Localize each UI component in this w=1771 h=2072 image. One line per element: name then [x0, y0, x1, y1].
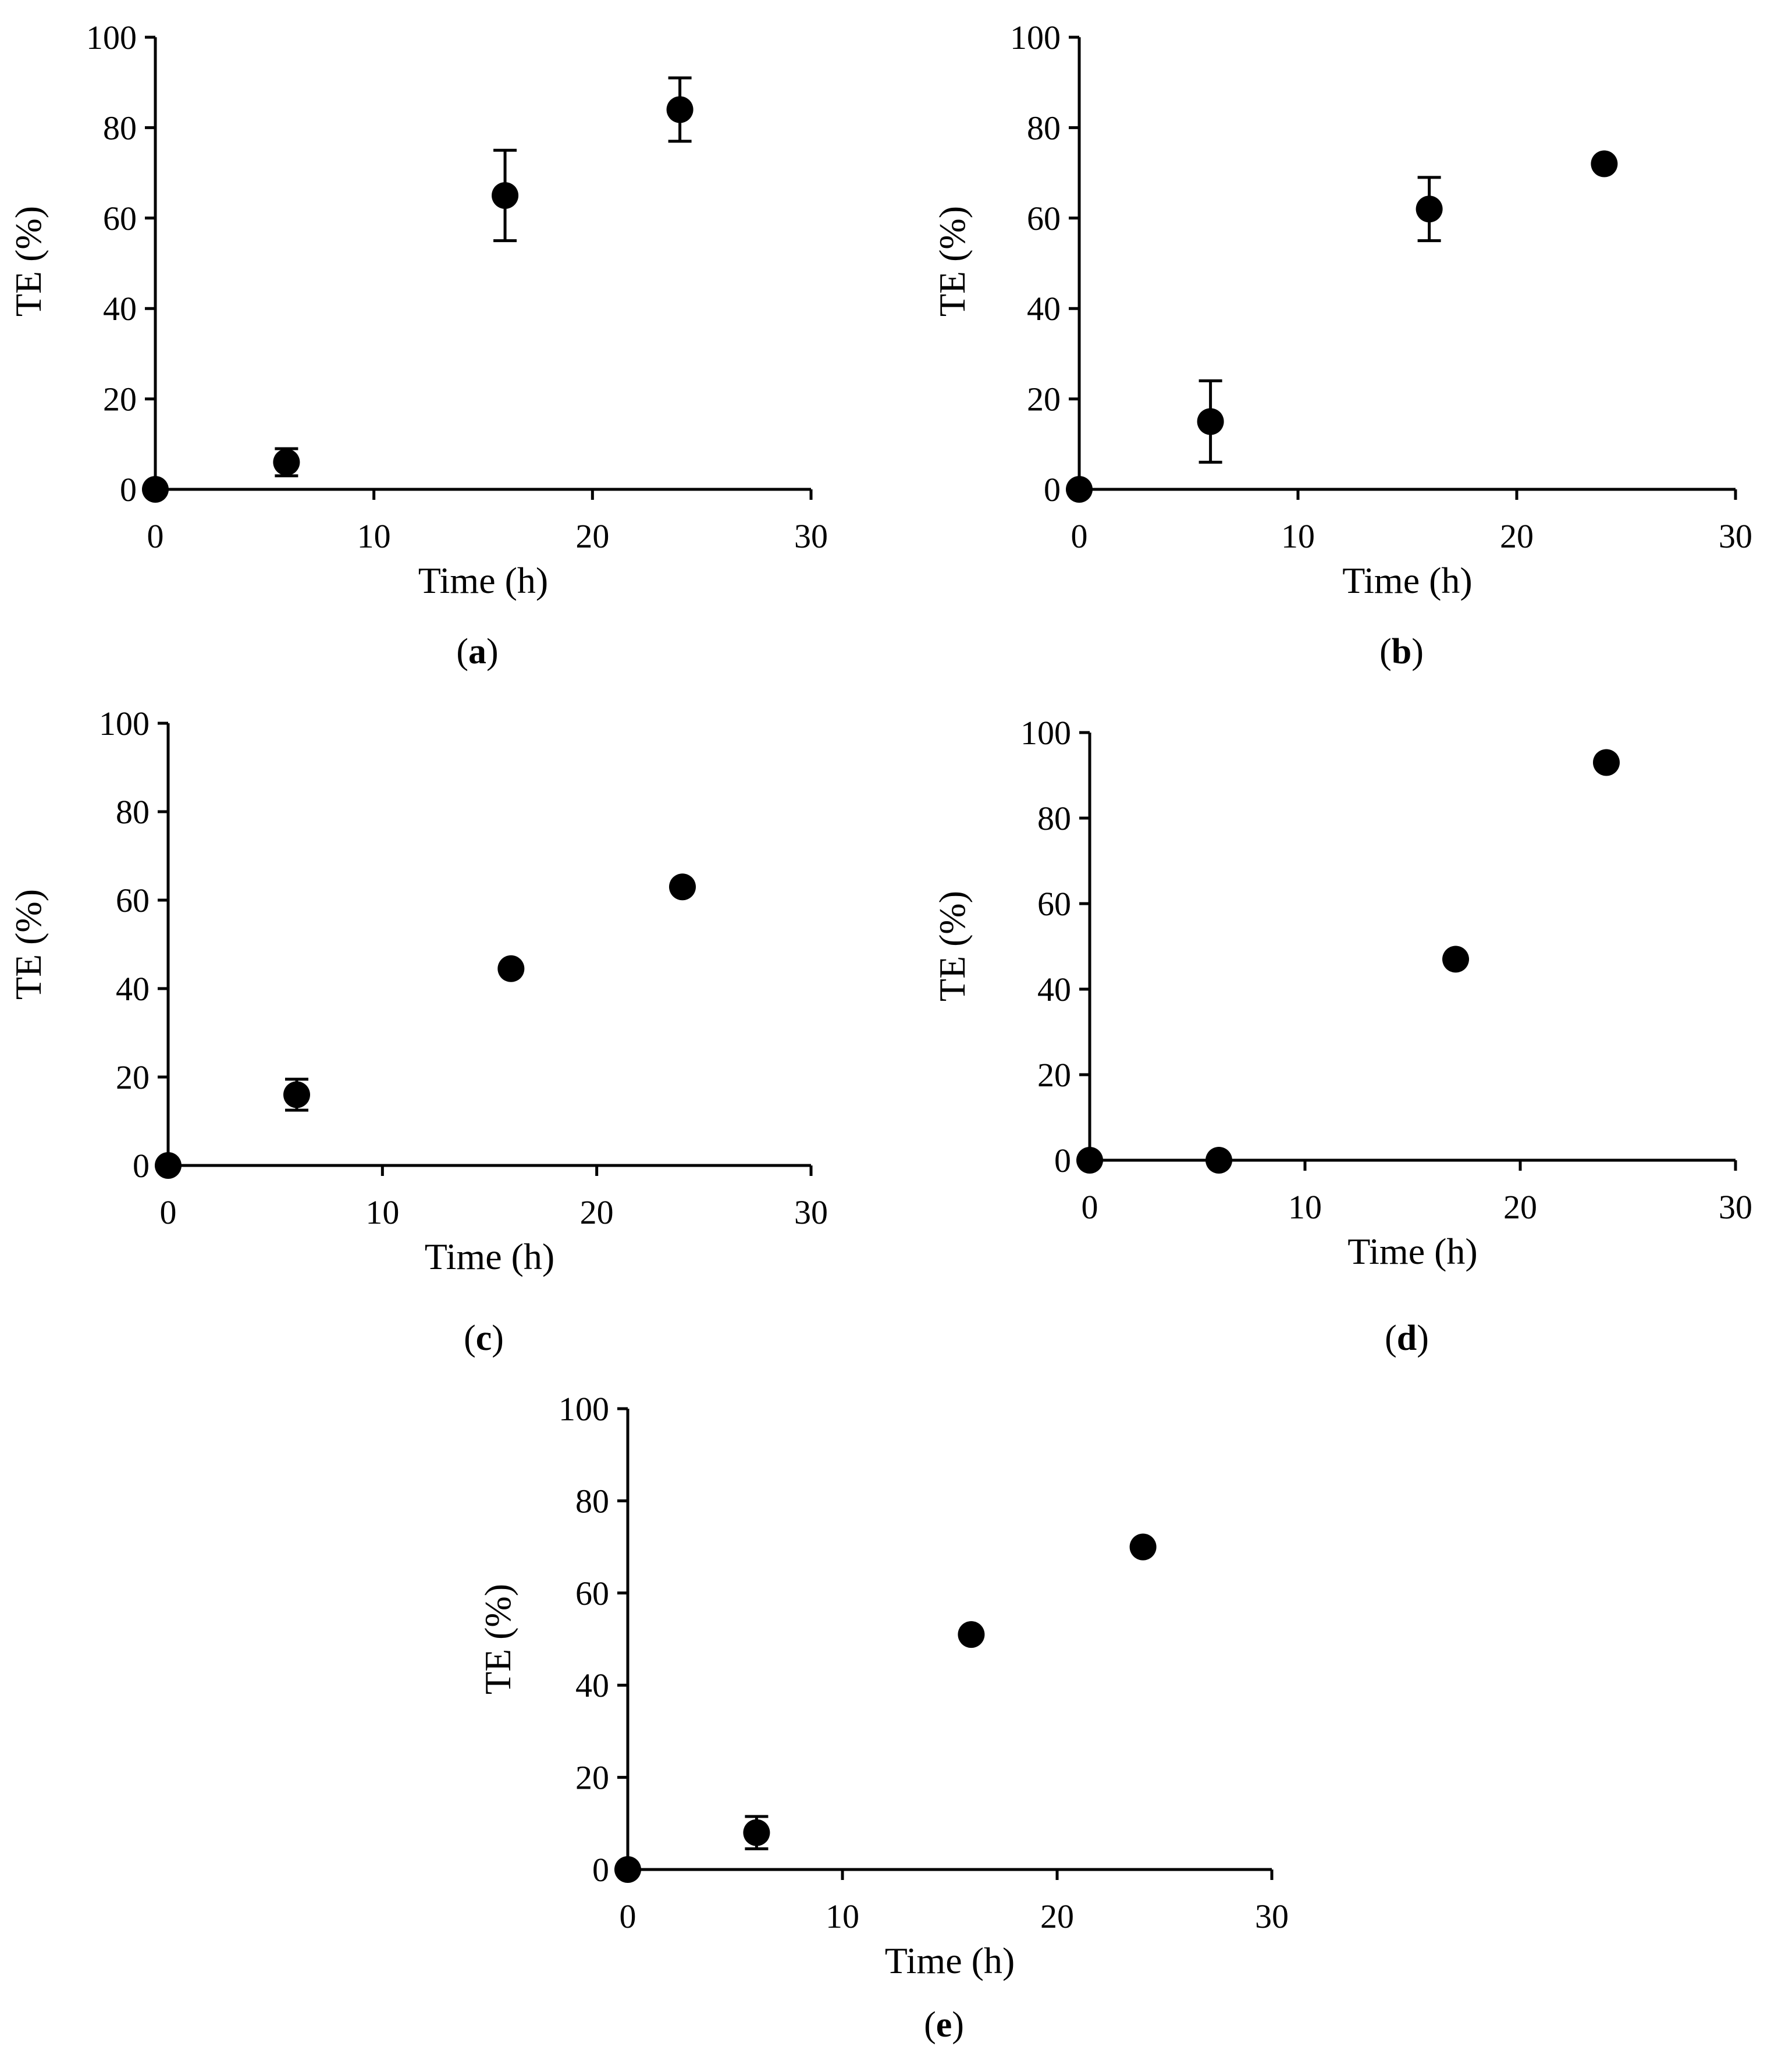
y-tick-label: 100: [86, 19, 137, 56]
panel-label: (d): [1385, 1318, 1429, 1358]
chart-panel-b: 0 20 40 60 80 100 0 10 20 30 Time (h) TE (%) (b): [931, 19, 1752, 671]
y-tick-label: 80: [1027, 109, 1061, 147]
y-tick-label: 20: [116, 1058, 150, 1096]
x-axis-label: Time (h): [425, 1236, 554, 1277]
x-tick-label: 30: [1719, 517, 1752, 555]
y-axis-label: TE (%): [477, 1584, 518, 1694]
x-tick-label: 10: [365, 1193, 399, 1231]
y-tick-label: 0: [592, 1851, 609, 1889]
y-tick-label: 0: [1054, 1142, 1071, 1179]
y-tick-label: 40: [103, 290, 137, 328]
y-tick-label: 80: [1037, 799, 1071, 837]
data-point: [1066, 476, 1093, 503]
y-tick-label: 60: [103, 200, 137, 237]
x-tick-label: 0: [160, 1193, 177, 1231]
chart-panel-a: 0 20 40 60 80 100 0 10 20 30 Time (h) TE (%) (a): [8, 19, 828, 671]
panel-label: (c): [464, 1318, 504, 1358]
data-point: [1129, 1533, 1157, 1561]
x-tick-label: 30: [1255, 1897, 1289, 1935]
panel-label: (e): [924, 2005, 964, 2045]
data-point: [666, 96, 694, 123]
data-point: [142, 476, 169, 503]
x-tick-label: 10: [1288, 1188, 1322, 1226]
y-tick-label: 60: [116, 882, 150, 919]
data-point: [283, 1081, 310, 1108]
data-point: [1593, 749, 1620, 776]
panel-label: (a): [456, 632, 498, 671]
data-point: [497, 955, 525, 982]
data-point: [155, 1152, 182, 1179]
y-tick-label: 40: [1027, 290, 1061, 328]
x-tick-label: 20: [1503, 1188, 1537, 1226]
y-tick-label: 60: [1037, 885, 1071, 923]
data-point: [669, 873, 696, 901]
data-point: [1205, 1147, 1232, 1174]
x-tick-label: 10: [357, 517, 391, 555]
x-tick-label: 30: [794, 1193, 828, 1231]
x-tick-label: 0: [147, 517, 164, 555]
y-tick-label: 100: [99, 705, 150, 742]
y-tick-label: 100: [1010, 19, 1061, 56]
chart-panel-d: 0 20 40 60 80 100 0 10 20 30 Time (h) TE (%) (d): [931, 714, 1752, 1358]
data-point: [743, 1819, 770, 1846]
y-axis-label: TE (%): [931, 891, 973, 1001]
y-tick-label: 40: [1037, 971, 1071, 1008]
data-point: [1442, 946, 1469, 973]
x-tick-label: 20: [1500, 517, 1534, 555]
y-tick-label: 40: [575, 1666, 609, 1704]
y-tick-label: 20: [103, 381, 137, 418]
x-tick-label: 20: [1040, 1897, 1074, 1935]
data-point: [273, 449, 300, 476]
y-axis-label: TE (%): [8, 206, 49, 317]
y-tick-label: 80: [575, 1482, 609, 1520]
y-tick-label: 20: [1037, 1056, 1071, 1094]
x-tick-label: 0: [1071, 517, 1088, 555]
panel-label: (b): [1379, 632, 1424, 671]
data-point: [1197, 408, 1224, 435]
y-tick-label: 20: [575, 1759, 609, 1797]
chart-panel-c: 0 20 40 60 80 100 0 10 20 30 Time (h) TE (%) (c): [8, 705, 828, 1358]
y-tick-label: 60: [1027, 200, 1061, 237]
x-tick-label: 0: [1082, 1188, 1098, 1226]
y-tick-label: 20: [1027, 381, 1061, 418]
x-tick-label: 10: [826, 1897, 859, 1935]
data-point: [958, 1621, 985, 1648]
y-axis-label: TE (%): [931, 206, 973, 317]
y-tick-label: 100: [1020, 714, 1071, 752]
data-point: [1591, 150, 1618, 177]
x-axis-label: Time (h): [1347, 1231, 1477, 1272]
data-point: [1416, 196, 1443, 223]
x-axis-label: Time (h): [1342, 560, 1472, 601]
x-tick-label: 30: [794, 517, 828, 555]
y-tick-label: 0: [1044, 471, 1061, 509]
y-tick-label: 40: [116, 970, 150, 1008]
x-tick-label: 30: [1719, 1188, 1752, 1226]
data-point: [614, 1856, 641, 1883]
chart-panel-e: 0 20 40 60 80 100 0 10 20 30 Time (h) TE (%) (e): [477, 1390, 1289, 2045]
y-tick-label: 0: [133, 1147, 150, 1185]
y-tick-label: 80: [116, 793, 150, 831]
y-axis-label: TE (%): [8, 889, 49, 1000]
y-tick-label: 0: [120, 471, 137, 509]
y-tick-label: 80: [103, 109, 137, 147]
y-tick-label: 60: [575, 1575, 609, 1612]
y-tick-label: 100: [559, 1390, 609, 1428]
x-axis-label: Time (h): [885, 1940, 1015, 1981]
data-point: [1076, 1147, 1103, 1174]
x-tick-label: 0: [620, 1897, 636, 1935]
data-point: [492, 182, 519, 209]
x-tick-label: 20: [575, 517, 609, 555]
x-tick-label: 20: [580, 1193, 614, 1231]
x-axis-label: Time (h): [418, 560, 548, 601]
x-tick-label: 10: [1281, 517, 1315, 555]
